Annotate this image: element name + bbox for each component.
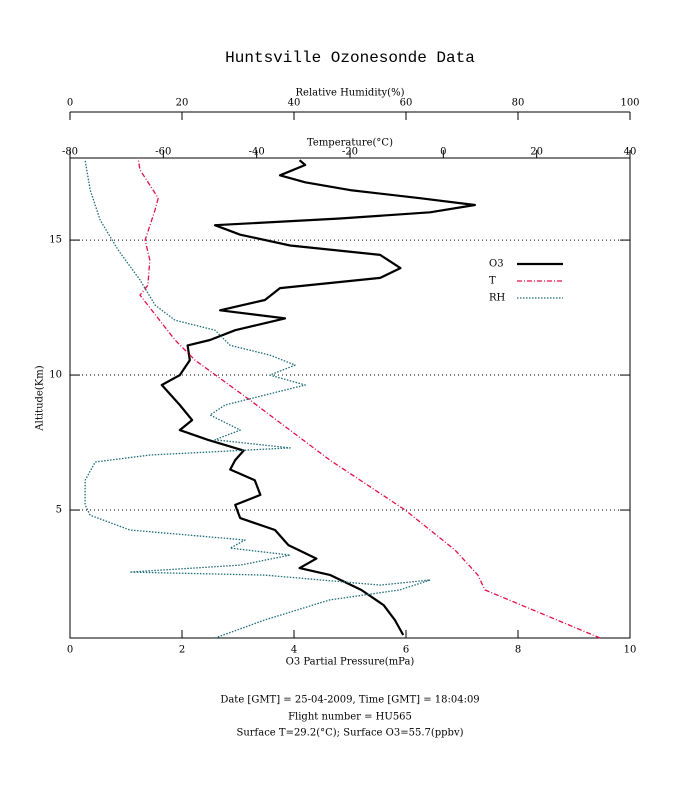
x-tick-label: 0 [440, 147, 446, 158]
x-tick-label: -20 [342, 147, 358, 158]
legend-label: O3 [489, 259, 504, 270]
annotation: Surface T=29.2(°C); Surface O3=55.7(ppbv… [236, 728, 463, 739]
annotation: Date [GMT] = 25-04-2009, Time [GMT] = 18… [220, 695, 479, 706]
x2-axis-label: Relative Humidity(%) [296, 88, 405, 99]
y-tick-label: 5 [56, 505, 62, 516]
x-tick-label: 20 [176, 98, 189, 109]
x-tick-label: 20 [530, 147, 543, 158]
x-tick-label: -60 [155, 147, 171, 158]
x-tick-label: 80 [512, 98, 525, 109]
x-tick-label: 6 [403, 645, 409, 656]
x-tick-label: 4 [291, 645, 297, 656]
x-tick-label: -40 [249, 147, 265, 158]
data-line [84, 160, 431, 639]
legend-label: T [489, 276, 496, 287]
x3-axis-label: Temperature(°C) [307, 138, 393, 149]
plot-frame [69, 157, 631, 639]
data-line [160, 159, 476, 636]
x-tick-label: -80 [62, 147, 78, 158]
x-tick-label: 0 [67, 98, 73, 109]
x-tick-label: 40 [288, 98, 301, 109]
x-axis-label: O3 Partial Pressure(mPa) [286, 657, 415, 668]
x-tick-label: 10 [624, 645, 637, 656]
y-tick-label: 10 [49, 370, 62, 381]
x-tick-label: 100 [620, 98, 639, 109]
chart-title: Huntsville Ozonesonde Data [225, 49, 475, 67]
annotation: Flight number = HU565 [288, 712, 412, 723]
legend-label: RH [489, 293, 506, 304]
y-axis-label: Altitude(Km) [35, 365, 46, 431]
y-tick-label: 15 [49, 235, 62, 246]
x-tick-label: 0 [67, 645, 73, 656]
data-line [137, 157, 601, 639]
x-tick-label: 40 [624, 147, 637, 158]
x-tick-label: 8 [515, 645, 521, 656]
x-tick-label: 60 [400, 98, 413, 109]
x-tick-label: 2 [179, 645, 185, 656]
